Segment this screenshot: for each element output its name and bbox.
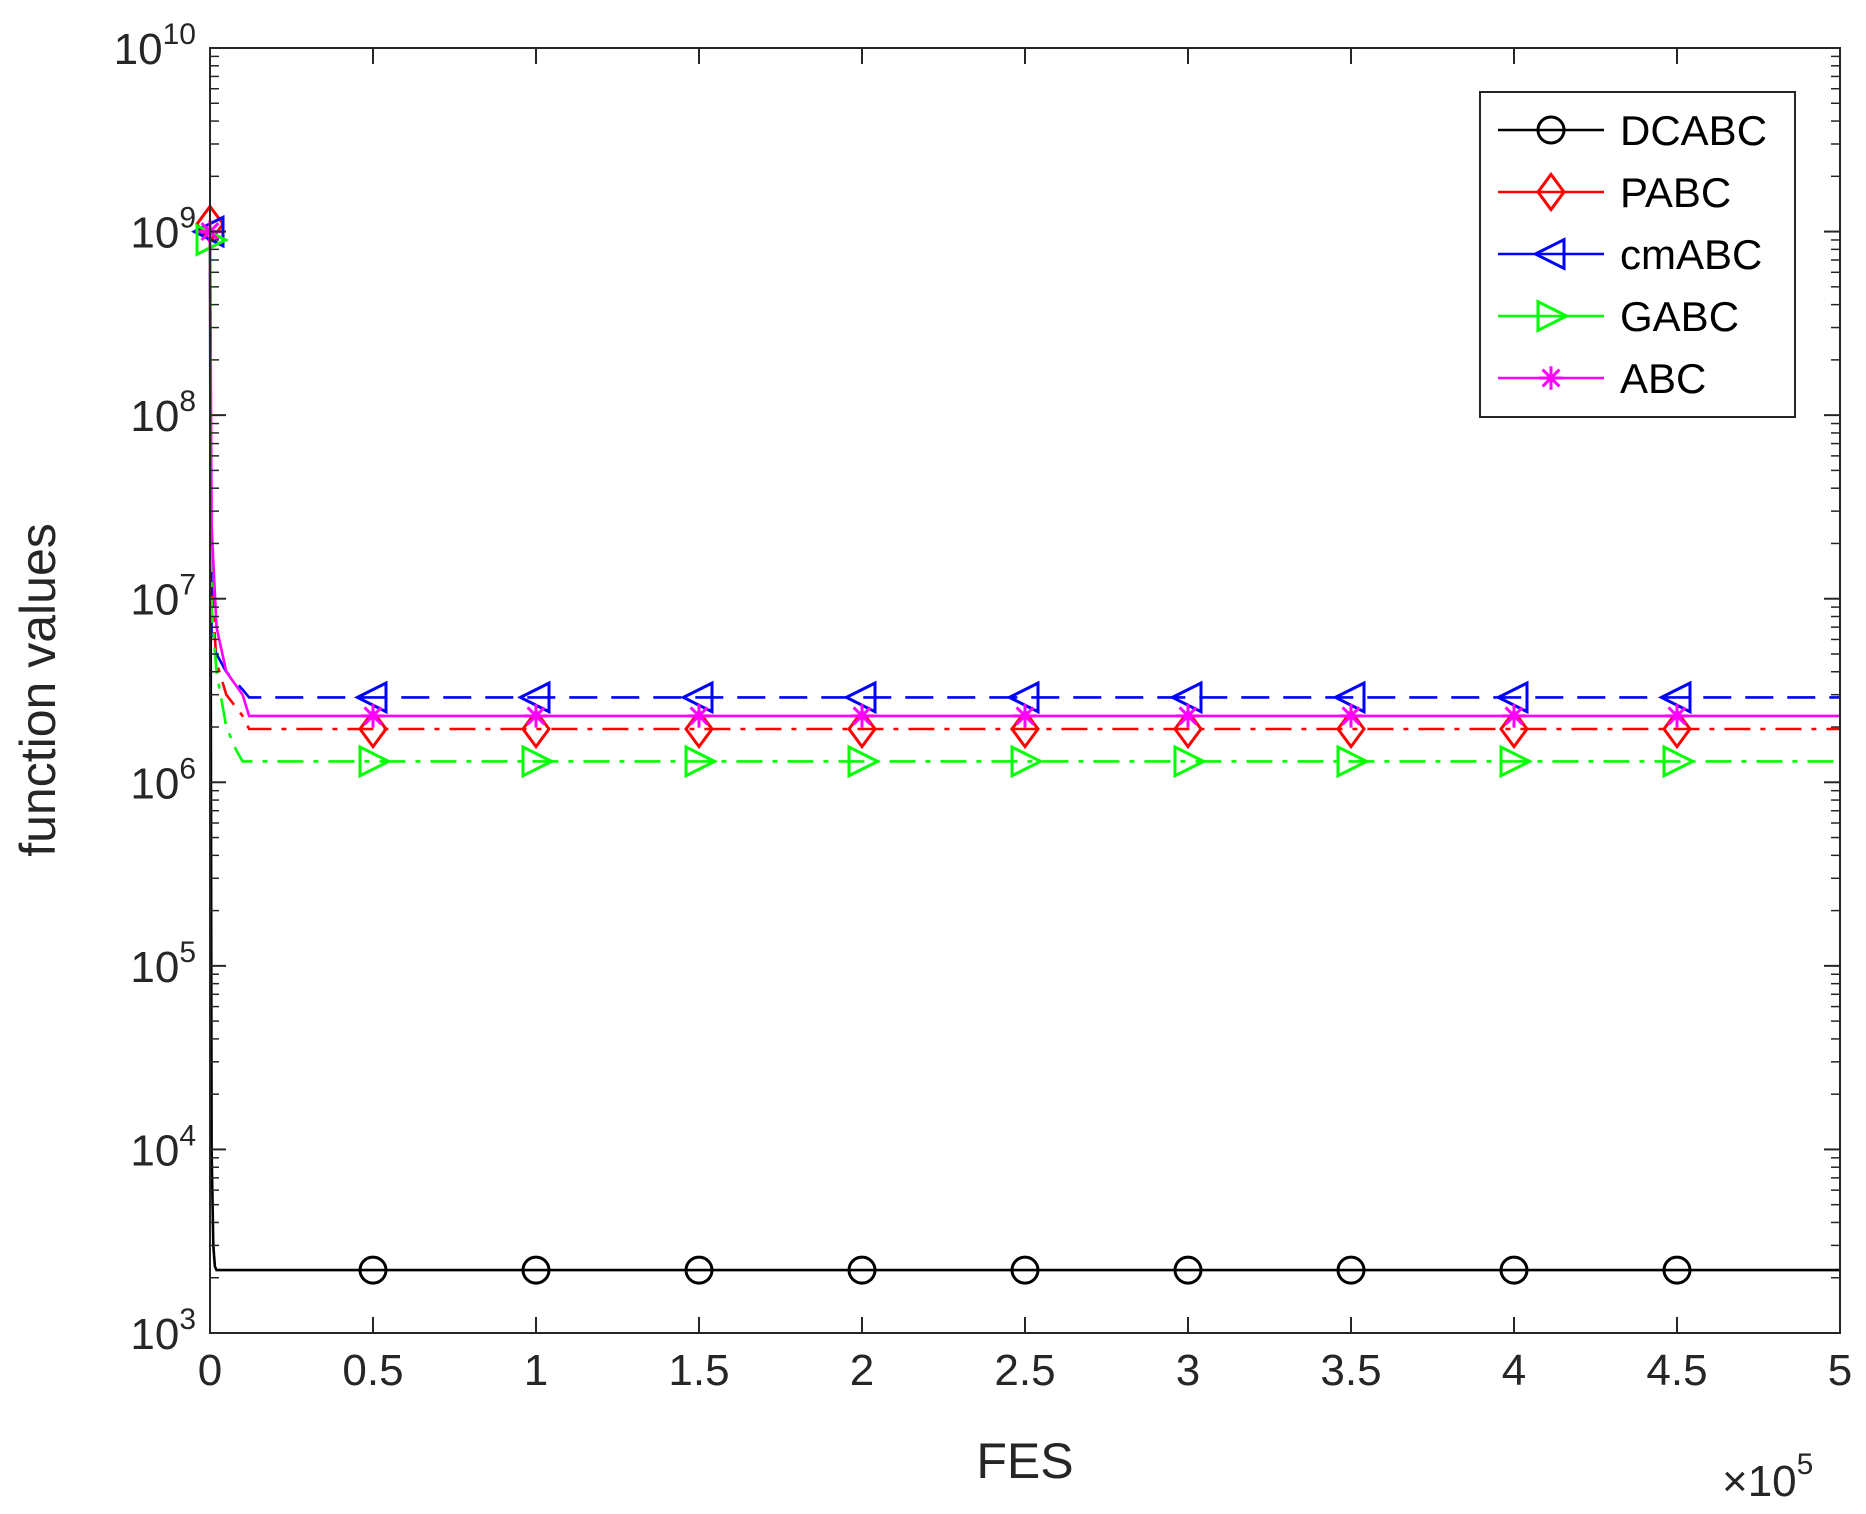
multiplier-times: × [1722, 1457, 1748, 1506]
x-tick-label: 4.5 [1646, 1346, 1707, 1395]
data-point-gabc [684, 744, 718, 779]
data-point-dcabc [1662, 1255, 1692, 1285]
data-point-abc [1665, 704, 1689, 728]
data-point-abc [361, 704, 385, 728]
legend-marker-gabc [1536, 299, 1570, 333]
x-tick-label: 1.5 [668, 1346, 729, 1395]
legend-marker-pabc [1536, 171, 1566, 213]
data-point-abc [1339, 704, 1363, 728]
axes-layer: 0 0.5 1 1.5 2 2.5 3 3.5 4 4.5 5 103 104 105 106 107 108 1… [114, 18, 1853, 1395]
x-axis-multiplier: ×105 [1722, 1448, 1813, 1506]
x-tick-label: 2.5 [994, 1346, 1055, 1395]
x-tick-label: 1 [524, 1346, 548, 1395]
data-point-gabc [1336, 744, 1370, 779]
legend-label-dcabc: DCABC [1620, 107, 1767, 154]
legend-marker-abc [1539, 366, 1563, 390]
series-dcabc [208, 231, 1840, 1285]
x-tick-label: 3.5 [1320, 1346, 1381, 1395]
multiplier-exponent: 5 [1797, 1448, 1814, 1481]
data-point-abc [687, 704, 711, 728]
data-point-gabc [1499, 744, 1533, 779]
data-point-dcabc [1499, 1255, 1529, 1285]
y-tick-label: 109 [130, 202, 196, 258]
data-point-gabc [847, 744, 881, 779]
x-tick-label: 0 [198, 1346, 222, 1395]
x-tick-label: 3 [1176, 1346, 1200, 1395]
legend-label-cmabc: cmABC [1620, 231, 1762, 278]
data-point-abc [1013, 704, 1037, 728]
data-point-abc [1502, 704, 1526, 728]
data-point-gabc [521, 744, 555, 779]
data-point-dcabc [684, 1255, 714, 1285]
legend-label-pabc: PABC [1620, 169, 1731, 216]
multiplier-base: 10 [1748, 1457, 1797, 1506]
series-line-dcabc [208, 231, 1840, 1272]
data-point-gabc [1173, 744, 1207, 779]
data-point-abc [1176, 704, 1200, 728]
y-tick-label: 106 [130, 752, 196, 808]
x-tick-label: 4 [1502, 1346, 1526, 1395]
legend: DCABC PABC cmABC GABC ABC [1479, 91, 1796, 418]
x-tick-label: 2 [850, 1346, 874, 1395]
data-point-dcabc [1010, 1255, 1040, 1285]
y-tick-label: 104 [130, 1119, 196, 1175]
legend-marker-dcabc [1536, 115, 1566, 145]
data-point-gabc [1662, 744, 1696, 779]
data-point-abc [850, 704, 874, 728]
y-tick-label: 105 [130, 936, 196, 992]
y-tick-label: 108 [130, 385, 196, 441]
y-axis-title: function values [10, 523, 66, 857]
data-point-dcabc [847, 1255, 877, 1285]
y-tick-label: 103 [130, 1303, 196, 1359]
data-point-dcabc [358, 1255, 388, 1285]
y-tick-label: 107 [130, 569, 196, 625]
series-line-abc [208, 231, 1840, 718]
data-point-abc [524, 704, 548, 728]
data-point-dcabc [521, 1255, 551, 1285]
legend-marker-cmabc [1532, 237, 1566, 271]
x-tick-label: 0.5 [342, 1346, 403, 1395]
y-tick-label: 1010 [114, 18, 196, 74]
data-point-gabc [358, 744, 392, 779]
legend-label-gabc: GABC [1620, 293, 1739, 340]
data-point-dcabc [1173, 1255, 1203, 1285]
data-point-gabc [1010, 744, 1044, 779]
data-point-dcabc [1336, 1255, 1366, 1285]
x-tick-label: 5 [1828, 1346, 1852, 1395]
x-axis-title: FES [976, 1433, 1073, 1489]
legend-label-abc: ABC [1620, 355, 1706, 402]
